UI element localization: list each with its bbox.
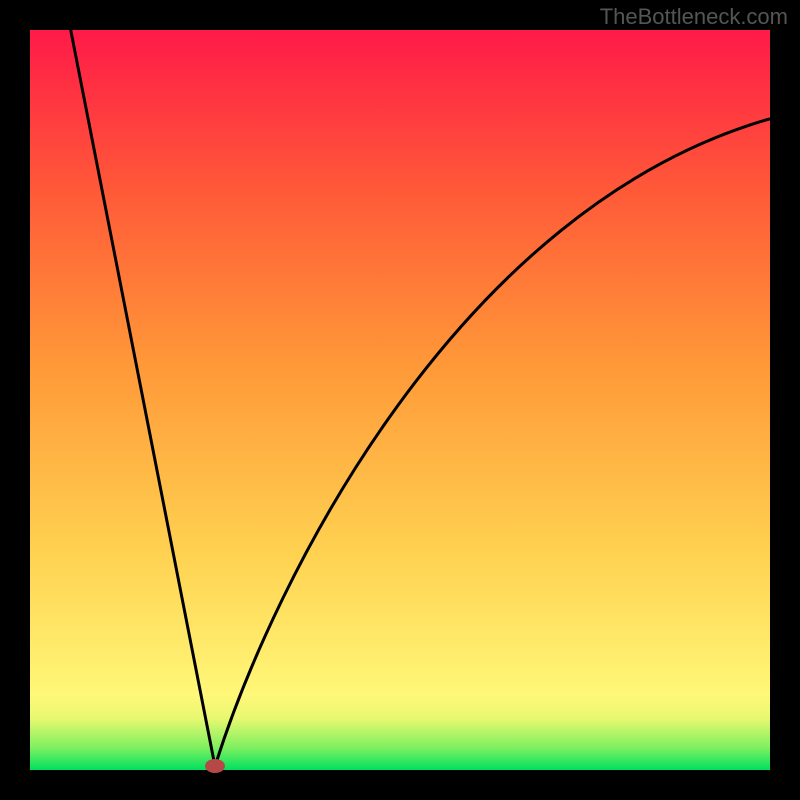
bottleneck-curve — [30, 30, 770, 770]
plot-area — [30, 30, 770, 770]
watermark-text: TheBottleneck.com — [600, 4, 788, 30]
min-marker — [205, 759, 225, 773]
figure-frame: TheBottleneck.com — [0, 0, 800, 800]
